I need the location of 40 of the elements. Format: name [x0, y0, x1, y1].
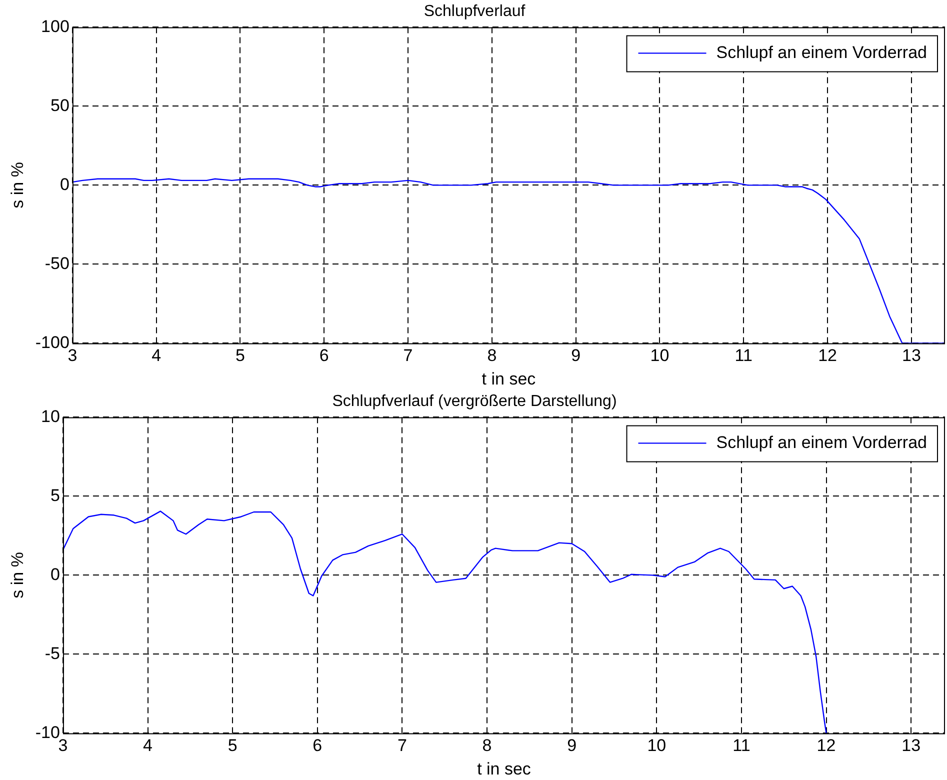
x-tick-label: 8 [487, 346, 497, 366]
x-tick-label: 6 [319, 346, 329, 366]
chart-title: Schlupfverlauf (vergrößerte Darstellung) [332, 393, 617, 410]
x-tick-label: 11 [734, 346, 752, 366]
x-tick-label: 6 [312, 736, 322, 756]
y-tick-label: 0 [50, 564, 60, 584]
x-tick-label: 9 [571, 346, 581, 366]
legend-label: Schlupf an einem Vorderrad [716, 432, 928, 452]
y-tick-label: 0 [60, 174, 70, 194]
x-tick-label: 3 [68, 346, 78, 366]
x-tick-label: 13 [902, 346, 921, 366]
x-axis-title: t in sec [482, 369, 536, 388]
y-axis-title: s in % [8, 162, 27, 208]
chart-title: Schlupfverlauf [424, 3, 526, 20]
x-axis-title: t in sec [477, 759, 532, 778]
x-tick-label: 10 [647, 736, 666, 756]
x-tick-label: 12 [816, 736, 836, 756]
y-tick-label: -10 [35, 722, 60, 742]
x-tick-label: 7 [403, 346, 413, 366]
y-tick-label: -50 [44, 254, 70, 273]
x-tick-label: 9 [567, 736, 577, 756]
x-tick-label: 5 [228, 736, 238, 756]
y-axis-title: s in % [8, 552, 27, 598]
x-tick-label: 10 [650, 346, 670, 366]
x-tick-label: 12 [818, 346, 837, 366]
y-tick-label: -5 [44, 644, 60, 663]
x-tick-label: 5 [235, 346, 245, 366]
x-tick-label: 4 [143, 736, 153, 756]
x-tick-label: 11 [732, 736, 750, 756]
y-tick-label: -100 [35, 332, 70, 352]
legend-label: Schlupf an einem Vorderrad [716, 42, 928, 62]
y-tick-label: 5 [50, 486, 60, 505]
x-tick-label: 3 [58, 736, 68, 756]
x-tick-label: 4 [152, 346, 162, 366]
y-tick-label: 10 [41, 406, 60, 426]
y-tick-label: 100 [41, 16, 70, 36]
x-tick-label: 7 [397, 736, 407, 756]
x-tick-label: 8 [482, 736, 492, 756]
x-tick-label: 13 [902, 736, 921, 756]
y-tick-label: 50 [50, 96, 70, 115]
